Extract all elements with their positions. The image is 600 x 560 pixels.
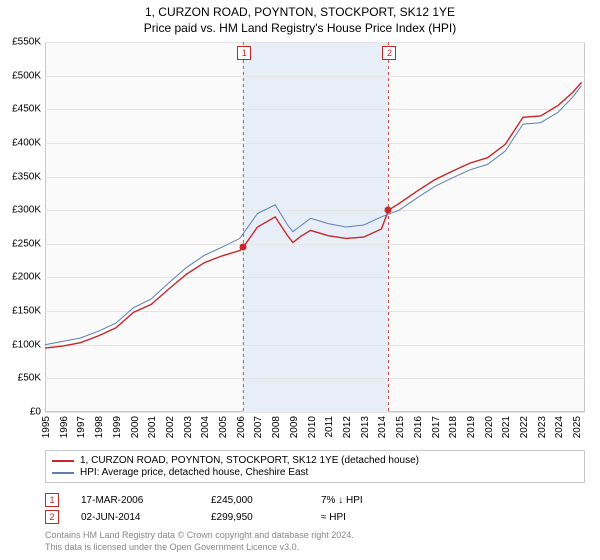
y-tick-label: £200K [12,272,41,283]
x-tick-label: 1998 [94,416,105,438]
chart-subtitle: Price paid vs. HM Land Registry's House … [0,21,600,37]
x-tick-label: 2019 [466,416,477,438]
sale-price: £245,000 [211,495,321,506]
sale-row: 1 17-MAR-2006 £245,000 7% ↓ HPI [45,493,585,507]
legend-label: 1, CURZON ROAD, POYNTON, STOCKPORT, SK12… [80,455,419,466]
x-tick-label: 1997 [76,416,87,438]
y-tick-label: £250K [12,238,41,249]
footnote-line: Contains HM Land Registry data © Crown c… [45,530,585,542]
x-tick-label: 2011 [324,416,335,438]
x-tick-label: 2020 [484,416,495,438]
x-tick-label: 2000 [130,416,141,438]
y-tick-label: £350K [12,171,41,182]
x-tick-label: 2017 [431,416,442,438]
chart-container: 1, CURZON ROAD, POYNTON, STOCKPORT, SK12… [0,0,600,560]
x-tick-label: 2003 [183,416,194,438]
x-tick-label: 2007 [253,416,264,438]
sale-delta: ≈ HPI [321,512,346,523]
x-tick-label: 2018 [448,416,459,438]
sale-point [385,207,392,214]
series-line [45,86,582,345]
legend: 1, CURZON ROAD, POYNTON, STOCKPORT, SK12… [45,450,585,483]
sales-table: 1 17-MAR-2006 £245,000 7% ↓ HPI 2 02-JUN… [45,490,585,527]
y-tick-label: £0 [30,407,41,418]
y-tick-label: £100K [12,339,41,350]
sale-point [240,244,247,251]
y-tick-label: £50K [18,373,41,384]
series-line [45,82,582,348]
legend-item: 1, CURZON ROAD, POYNTON, STOCKPORT, SK12… [52,455,578,466]
sale-delta: 7% ↓ HPI [321,495,363,506]
x-tick-label: 2006 [236,416,247,438]
x-tick-label: 2025 [572,416,583,438]
x-tick-label: 2002 [165,416,176,438]
marker-box: 1 [237,46,251,60]
y-tick-label: £450K [12,104,41,115]
sale-date: 17-MAR-2006 [81,495,211,506]
x-tick-label: 1995 [41,416,52,438]
x-tick-label: 2022 [519,416,530,438]
sale-marker-icon: 2 [45,510,59,524]
x-tick-label: 2009 [289,416,300,438]
chart-title: 1, CURZON ROAD, POYNTON, STOCKPORT, SK12… [0,0,600,21]
x-tick-label: 2015 [395,416,406,438]
y-tick-label: £150K [12,306,41,317]
x-tick-label: 2023 [537,416,548,438]
x-tick-label: 1999 [112,416,123,438]
legend-item: HPI: Average price, detached house, Ches… [52,467,578,478]
chart-area: £0£50K£100K£150K£200K£250K£300K£350K£400… [45,42,585,412]
x-tick-label: 2013 [360,416,371,438]
x-tick-label: 2012 [342,416,353,438]
x-tick-label: 2004 [200,416,211,438]
x-tick-label: 2001 [147,416,158,438]
marker-box: 2 [382,46,396,60]
x-tick-label: 2024 [554,416,565,438]
plot-svg [45,42,585,412]
sale-marker-icon: 1 [45,493,59,507]
x-tick-label: 2014 [377,416,388,438]
footnote: Contains HM Land Registry data © Crown c… [45,530,585,553]
sale-date: 02-JUN-2014 [81,512,211,523]
x-tick-label: 2005 [218,416,229,438]
y-tick-label: £300K [12,205,41,216]
sale-price: £299,950 [211,512,321,523]
x-tick-label: 2008 [271,416,282,438]
legend-swatch [52,460,74,462]
y-tick-label: £550K [12,37,41,48]
footnote-line: This data is licensed under the Open Gov… [45,542,585,554]
legend-label: HPI: Average price, detached house, Ches… [80,467,308,478]
y-tick-label: £400K [12,137,41,148]
x-tick-label: 2010 [307,416,318,438]
x-tick-label: 1996 [59,416,70,438]
x-tick-label: 2021 [501,416,512,438]
y-tick-label: £500K [12,70,41,81]
x-tick-label: 2016 [413,416,424,438]
legend-swatch [52,472,74,474]
sale-row: 2 02-JUN-2014 £299,950 ≈ HPI [45,510,585,524]
